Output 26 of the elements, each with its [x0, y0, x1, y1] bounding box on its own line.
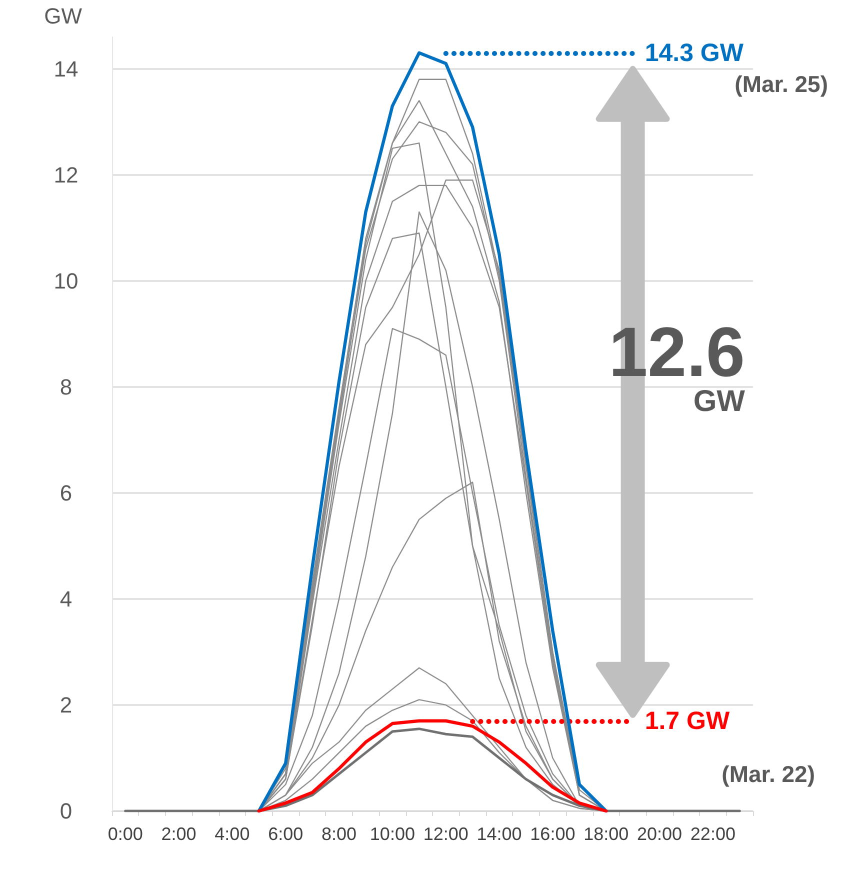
y-tick-label: 0	[60, 798, 72, 824]
x-tick-label: 10:00	[370, 824, 415, 844]
y-tick-label: 8	[60, 374, 72, 400]
y-axis-title: GW	[44, 4, 82, 28]
x-tick-label: 12:00	[423, 824, 468, 844]
annotation: (Mar. 25)	[734, 70, 828, 98]
x-tick-label: 0:00	[108, 824, 143, 844]
x-tick-label: 6:00	[268, 824, 304, 844]
x-tick-label: 18:00	[584, 824, 629, 844]
x-tick-label: 20:00	[636, 824, 682, 844]
x-tick-label: 2:00	[161, 824, 196, 844]
y-tick-label: 14	[54, 56, 78, 82]
y-tick-label: 10	[54, 268, 78, 294]
x-tick-label: 22:00	[690, 824, 736, 844]
y-tick-label: 2	[60, 692, 72, 718]
annotation: (Mar. 22)	[722, 760, 815, 788]
x-tick-label: 8:00	[321, 824, 357, 844]
x-tick-label: 14:00	[476, 824, 522, 844]
annotation: 12.6 GW	[608, 312, 745, 418]
x-tick-label: 16:00	[530, 824, 576, 844]
y-tick-label: 4	[60, 586, 72, 612]
y-tick-label: 12	[54, 162, 78, 188]
ref-line-label: 1.7 GW	[644, 706, 730, 735]
x-tick-label: 4:00	[214, 824, 250, 844]
y-tick-label: 6	[60, 480, 72, 506]
ref-line-label: 14.3 GW	[644, 38, 744, 67]
